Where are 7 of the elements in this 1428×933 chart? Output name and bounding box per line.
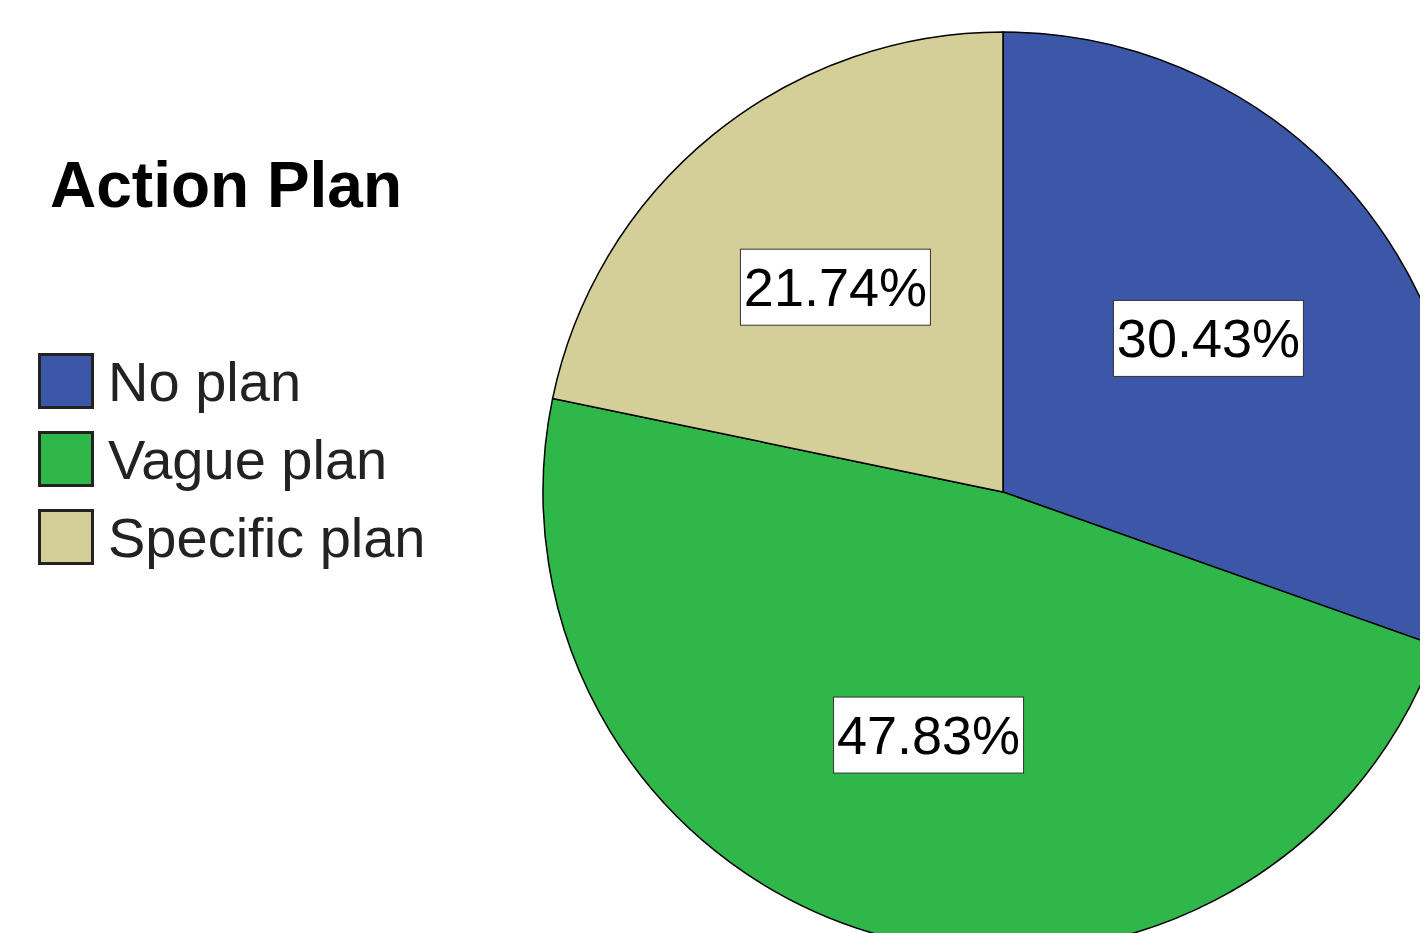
legend-title: Action Plan (50, 148, 404, 222)
data-label: 21.74% (743, 257, 927, 318)
data-label: 47.83% (836, 705, 1021, 766)
legend-label: No plan (108, 348, 302, 414)
legend-label: Vague plan (108, 426, 388, 492)
data-label: 30.43% (1116, 308, 1301, 369)
legend-label: Specific plan (108, 504, 426, 570)
